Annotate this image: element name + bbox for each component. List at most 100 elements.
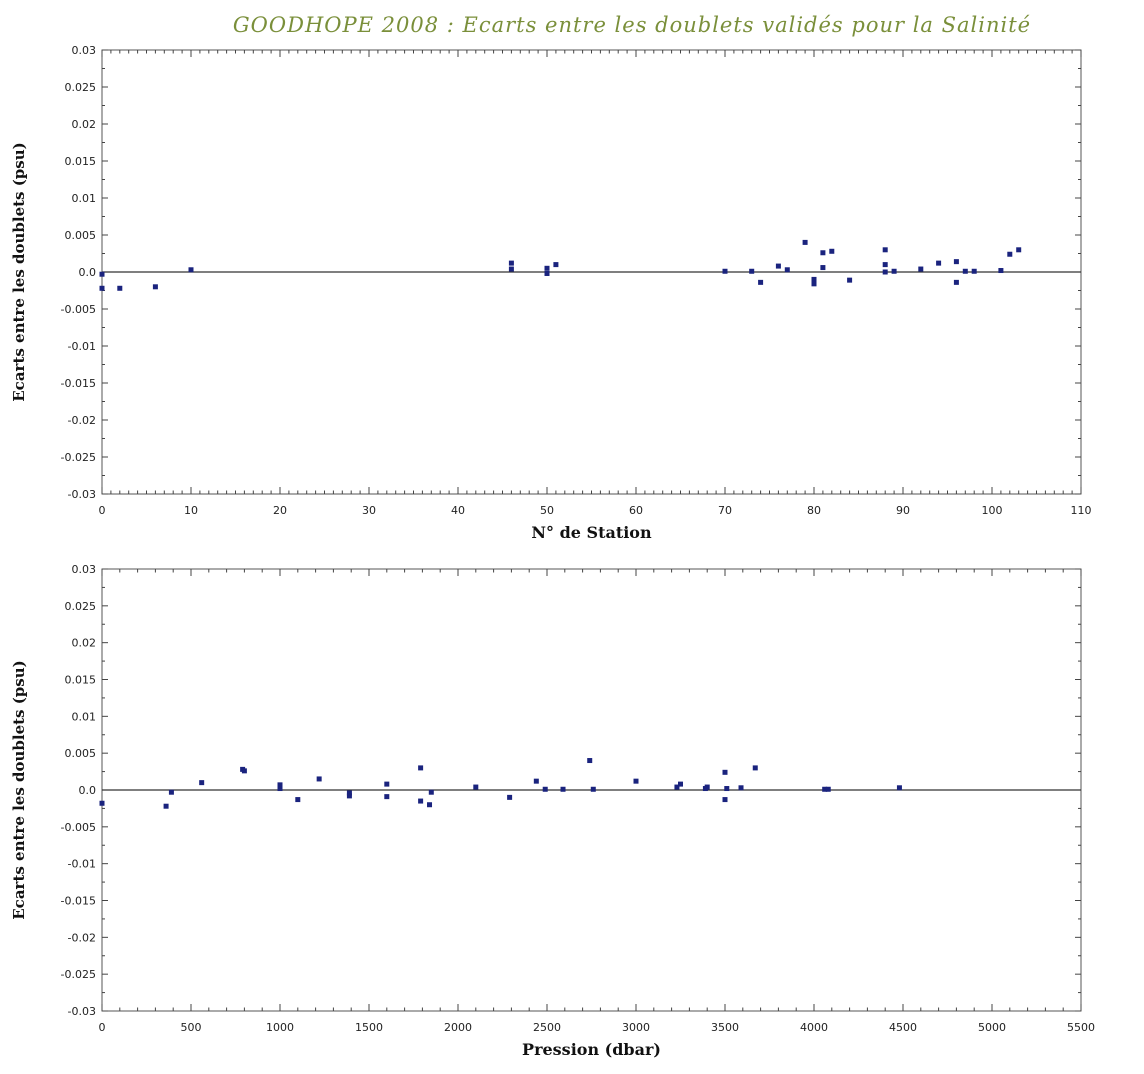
x-tick-label: 20 xyxy=(273,504,287,517)
y-tick-label: 0.005 xyxy=(65,747,97,760)
chart-title: GOODHOPE 2008 : Ecarts entre les doublet… xyxy=(233,13,1031,37)
data-point xyxy=(829,248,835,254)
x-tick-label: 5500 xyxy=(1067,1021,1095,1034)
data-point xyxy=(99,800,105,806)
data-point xyxy=(346,790,352,796)
data-point xyxy=(188,267,194,273)
y-tick-label: 0.03 xyxy=(72,563,97,576)
data-point xyxy=(384,781,390,787)
y-tick-label: 0.01 xyxy=(72,192,97,205)
data-point xyxy=(633,778,639,784)
data-point xyxy=(722,268,728,274)
data-point xyxy=(724,786,730,792)
y-tick-label: -0.03 xyxy=(68,488,96,501)
x-tick-label: 90 xyxy=(896,504,910,517)
data-point xyxy=(533,778,539,784)
data-point xyxy=(998,268,1004,274)
y-tick-label: -0.03 xyxy=(68,1005,96,1018)
y-tick-label: -0.01 xyxy=(68,340,96,353)
y-tick-label: -0.02 xyxy=(68,414,96,427)
x-tick-label: 10 xyxy=(184,504,198,517)
data-point xyxy=(241,768,247,774)
x-axis-label: Pression (dbar) xyxy=(522,1040,661,1059)
y-axis-label: Ecarts entre les doublets (psu) xyxy=(10,660,28,920)
data-point xyxy=(722,769,728,775)
data-point xyxy=(560,786,566,792)
y-tick-label: -0.015 xyxy=(61,895,96,908)
y-tick-label: -0.005 xyxy=(61,303,96,316)
x-tick-label: 30 xyxy=(362,504,376,517)
data-point xyxy=(784,267,790,273)
pressure-panel: 0 500 1000 1500 2000 2500 3000 3500 4000 4500 5000… xyxy=(10,563,1095,1059)
data-point xyxy=(163,803,169,809)
data-point xyxy=(758,279,764,285)
x-tick-label: 70 xyxy=(718,504,732,517)
x-tick-label: 2500 xyxy=(533,1021,561,1034)
data-point xyxy=(590,786,596,792)
data-point xyxy=(820,265,826,271)
y-tick-label: 0.015 xyxy=(65,674,97,687)
data-point xyxy=(802,239,808,245)
data-point xyxy=(891,268,897,274)
y-tick-label: 0.01 xyxy=(72,710,97,723)
data-point xyxy=(277,782,283,788)
data-point xyxy=(847,277,853,283)
x-tick-label: 0 xyxy=(99,1021,106,1034)
data-point xyxy=(882,262,888,268)
data-point xyxy=(678,781,683,787)
data-point xyxy=(168,789,174,795)
data-point xyxy=(473,784,479,790)
x-axis-label: N° de Station xyxy=(531,523,652,542)
y-tick-label: 0.005 xyxy=(65,229,97,242)
y-tick-label: 0.02 xyxy=(72,118,97,131)
data-point xyxy=(674,784,680,790)
y-tick-label: 0.015 xyxy=(65,155,97,168)
data-point xyxy=(418,765,424,771)
x-tick-label: 500 xyxy=(181,1021,202,1034)
data-point xyxy=(587,758,593,764)
x-tick-label: 50 xyxy=(540,504,554,517)
y-tick-label: -0.015 xyxy=(61,377,96,390)
data-point xyxy=(508,266,514,272)
x-tick-label: 4500 xyxy=(889,1021,917,1034)
y-tick-label: -0.01 xyxy=(68,858,96,871)
data-point xyxy=(384,794,390,800)
data-point xyxy=(277,786,283,792)
data-point xyxy=(704,784,710,790)
y-tick-label: -0.005 xyxy=(61,821,96,834)
data-point xyxy=(1016,247,1022,253)
data-point xyxy=(295,797,301,803)
data-point xyxy=(346,793,352,799)
x-tick-label: 40 xyxy=(451,504,465,517)
data-point xyxy=(316,776,322,782)
data-point xyxy=(918,266,924,272)
data-point xyxy=(542,786,548,792)
y-tick-label: 0.03 xyxy=(72,44,97,57)
y-tick-label: 0.02 xyxy=(72,637,97,650)
x-tick-label: 100 xyxy=(982,504,1003,517)
data-point xyxy=(822,786,828,792)
y-tick-label: -0.025 xyxy=(61,451,96,464)
data-point xyxy=(953,259,959,265)
x-tick-label: 110 xyxy=(1071,504,1092,517)
data-point xyxy=(811,276,817,282)
data-point xyxy=(99,271,105,277)
x-tick-label: 5000 xyxy=(978,1021,1006,1034)
x-tick-label: 4000 xyxy=(800,1021,828,1034)
data-point xyxy=(820,250,826,256)
data-point xyxy=(825,786,831,792)
data-point xyxy=(117,285,123,291)
data-point xyxy=(553,262,559,268)
station-panel: 0 10 20 30 40 50 60 70 80 90 100 110 0.03 0.025 0.02 0.… xyxy=(10,44,1092,542)
data-point xyxy=(428,789,434,795)
data-point xyxy=(962,268,968,274)
data-point xyxy=(507,794,513,800)
x-tick-label: 60 xyxy=(629,504,643,517)
y-tick-label: 0.0 xyxy=(79,784,97,797)
data-point xyxy=(199,780,205,786)
y-tick-label: 0.0 xyxy=(79,266,97,279)
data-point xyxy=(738,785,744,791)
data-point xyxy=(99,285,105,291)
x-tick-label: 1000 xyxy=(266,1021,294,1034)
data-point xyxy=(1007,251,1013,257)
